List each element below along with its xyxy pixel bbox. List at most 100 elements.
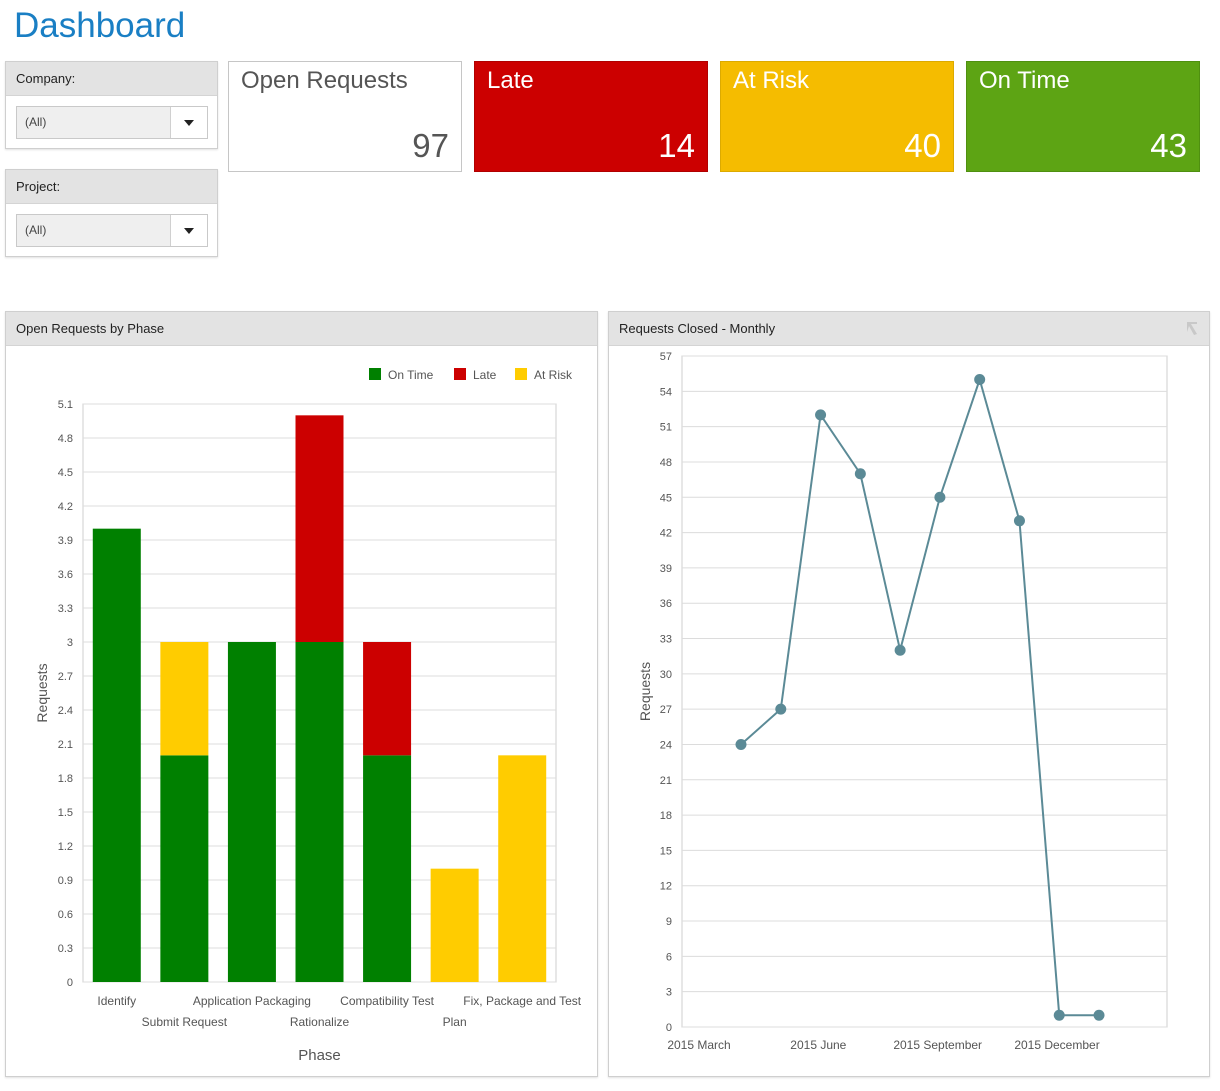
legend-label-on-time: On Time — [388, 368, 434, 382]
data-point — [854, 468, 866, 480]
y-tick-label: 3 — [666, 987, 672, 999]
data-point — [934, 491, 946, 503]
open-requests-label: Open Requests — [241, 67, 408, 94]
y-tick-label: 0 — [666, 1022, 672, 1034]
company-filter-label: Company: — [6, 62, 217, 96]
y-axis-title: Requests — [637, 662, 653, 721]
y-tick-label: 54 — [660, 386, 672, 398]
bar-on-time-submit-request — [160, 755, 209, 982]
y-tick-label: 0.9 — [58, 875, 73, 887]
y-tick-label: 3.3 — [58, 603, 73, 615]
bar-on-time-application-packaging — [227, 642, 276, 982]
x-tick-label: Rationalize — [290, 1015, 350, 1029]
bar-late-rationalize — [295, 415, 344, 642]
y-tick-label: 2.7 — [58, 671, 73, 683]
bar-at-risk-fix-package-and-test — [498, 755, 547, 982]
on-time-count: 43 — [1150, 127, 1187, 164]
y-tick-label: 39 — [660, 563, 672, 575]
x-tick-label: Fix, Package and Test — [463, 994, 582, 1008]
monthly-chart-header: Requests Closed - Monthly — [609, 312, 1209, 346]
x-tick-label: 2015 December — [1014, 1038, 1099, 1052]
y-tick-label: 42 — [660, 528, 672, 540]
y-tick-label: 12 — [660, 881, 672, 893]
on-time-label: On Time — [979, 67, 1070, 94]
company-dropdown-button[interactable] — [170, 107, 207, 138]
project-dropdown-value: (All) — [25, 223, 47, 237]
company-filter: Company: (All) — [5, 61, 218, 149]
data-point — [1013, 515, 1025, 527]
y-tick-label: 45 — [660, 492, 672, 504]
y-tick-label: 1.5 — [58, 807, 73, 819]
monthly-chart-panel: Requests Closed - Monthly 0 3 6 9 12 15 18 21 24… — [608, 311, 1210, 1077]
project-filter: Project: (All) — [5, 169, 218, 257]
y-tick-label: 15 — [660, 845, 672, 857]
y-tick-label: 0.6 — [58, 909, 73, 921]
x-tick-label: Identify — [97, 994, 136, 1008]
x-tick-label: 2015 March — [667, 1038, 730, 1052]
y-tick-label: 3.6 — [58, 569, 73, 581]
at-risk-tile[interactable]: At Risk 40 — [720, 61, 954, 172]
phase-chart-title: Open Requests by Phase — [6, 312, 597, 346]
legend-swatch-on-time — [369, 368, 381, 380]
data-point — [894, 644, 906, 656]
legend-label-late: Late — [473, 368, 497, 382]
y-tick-label: 4.2 — [58, 501, 73, 513]
company-dropdown[interactable]: (All) — [16, 106, 208, 139]
phase-chart-panel: Open Requests by Phase 0 0.3 0.6 0.9 1.2 1.5 1… — [5, 311, 598, 1077]
y-tick-label: 4.8 — [58, 433, 73, 445]
bar-late-compatibility-test — [363, 642, 412, 756]
y-tick-label: 48 — [660, 457, 672, 469]
monthly-chart-title: Requests Closed - Monthly — [619, 321, 776, 336]
monthly-line-chart: 0369121518212427303336394245485154572015… — [637, 351, 1168, 1052]
project-filter-label: Project: — [6, 170, 217, 204]
x-tick-label: 2015 September — [893, 1038, 982, 1052]
y-tick-label: 6 — [666, 951, 672, 963]
x-tick-label: Compatibility Test — [340, 994, 434, 1008]
project-dropdown[interactable]: (All) — [16, 214, 208, 247]
project-dropdown-button[interactable] — [170, 215, 207, 246]
series-line — [740, 376, 1100, 1017]
x-axis-title: Phase — [298, 1047, 341, 1064]
data-point — [974, 374, 986, 386]
page-title: Dashboard — [14, 6, 186, 45]
y-axis-title: Requests — [34, 663, 50, 722]
open-requests-count: 97 — [412, 127, 449, 164]
y-tick-label: 1.8 — [58, 773, 73, 785]
late-count: 14 — [658, 127, 695, 164]
y-tick-label: 2.4 — [58, 705, 73, 717]
on-time-tile[interactable]: On Time 43 — [966, 61, 1200, 172]
legend-swatch-late — [454, 368, 466, 380]
phase-bar-chart: 0 0.3 0.6 0.9 1.2 1.5 1.8 2.1 2.4 2.7 3 3.3 3.6 3.9 4.… — [34, 368, 582, 1064]
x-tick-label: 2015 June — [790, 1038, 846, 1052]
y-tick-label: 33 — [660, 634, 672, 646]
x-tick-label: Plan — [443, 1015, 467, 1029]
y-tick-label: 2.1 — [58, 739, 73, 751]
legend-label-at-risk: At Risk — [534, 368, 573, 382]
late-label: Late — [487, 67, 534, 94]
chevron-down-icon — [184, 228, 194, 234]
y-tick-label: 3.9 — [58, 535, 73, 547]
pin-icon[interactable] — [1185, 320, 1199, 336]
company-dropdown-value: (All) — [25, 115, 47, 129]
y-tick-label: 21 — [660, 775, 672, 787]
y-tick-label: 18 — [660, 810, 672, 822]
legend-swatch-at-risk — [515, 368, 527, 380]
y-tick-label: 4.5 — [58, 467, 73, 479]
data-point — [735, 738, 747, 750]
late-tile[interactable]: Late 14 — [474, 61, 708, 172]
y-tick-label: 27 — [660, 704, 672, 716]
data-point — [1093, 1009, 1105, 1021]
y-tick-label: 0.3 — [58, 943, 73, 955]
y-tick-label: 3 — [67, 637, 73, 649]
chevron-down-icon — [184, 120, 194, 126]
y-tick-label: 5.1 — [58, 399, 73, 411]
y-tick-label: 9 — [666, 916, 672, 928]
y-tick-label: 0 — [67, 977, 73, 989]
data-point — [775, 703, 787, 715]
open-requests-tile[interactable]: Open Requests 97 — [228, 61, 462, 172]
y-tick-label: 57 — [660, 351, 672, 363]
at-risk-label: At Risk — [733, 67, 810, 94]
bar-on-time-rationalize — [295, 642, 344, 982]
at-risk-count: 40 — [904, 127, 941, 164]
y-tick-label: 36 — [660, 598, 672, 610]
